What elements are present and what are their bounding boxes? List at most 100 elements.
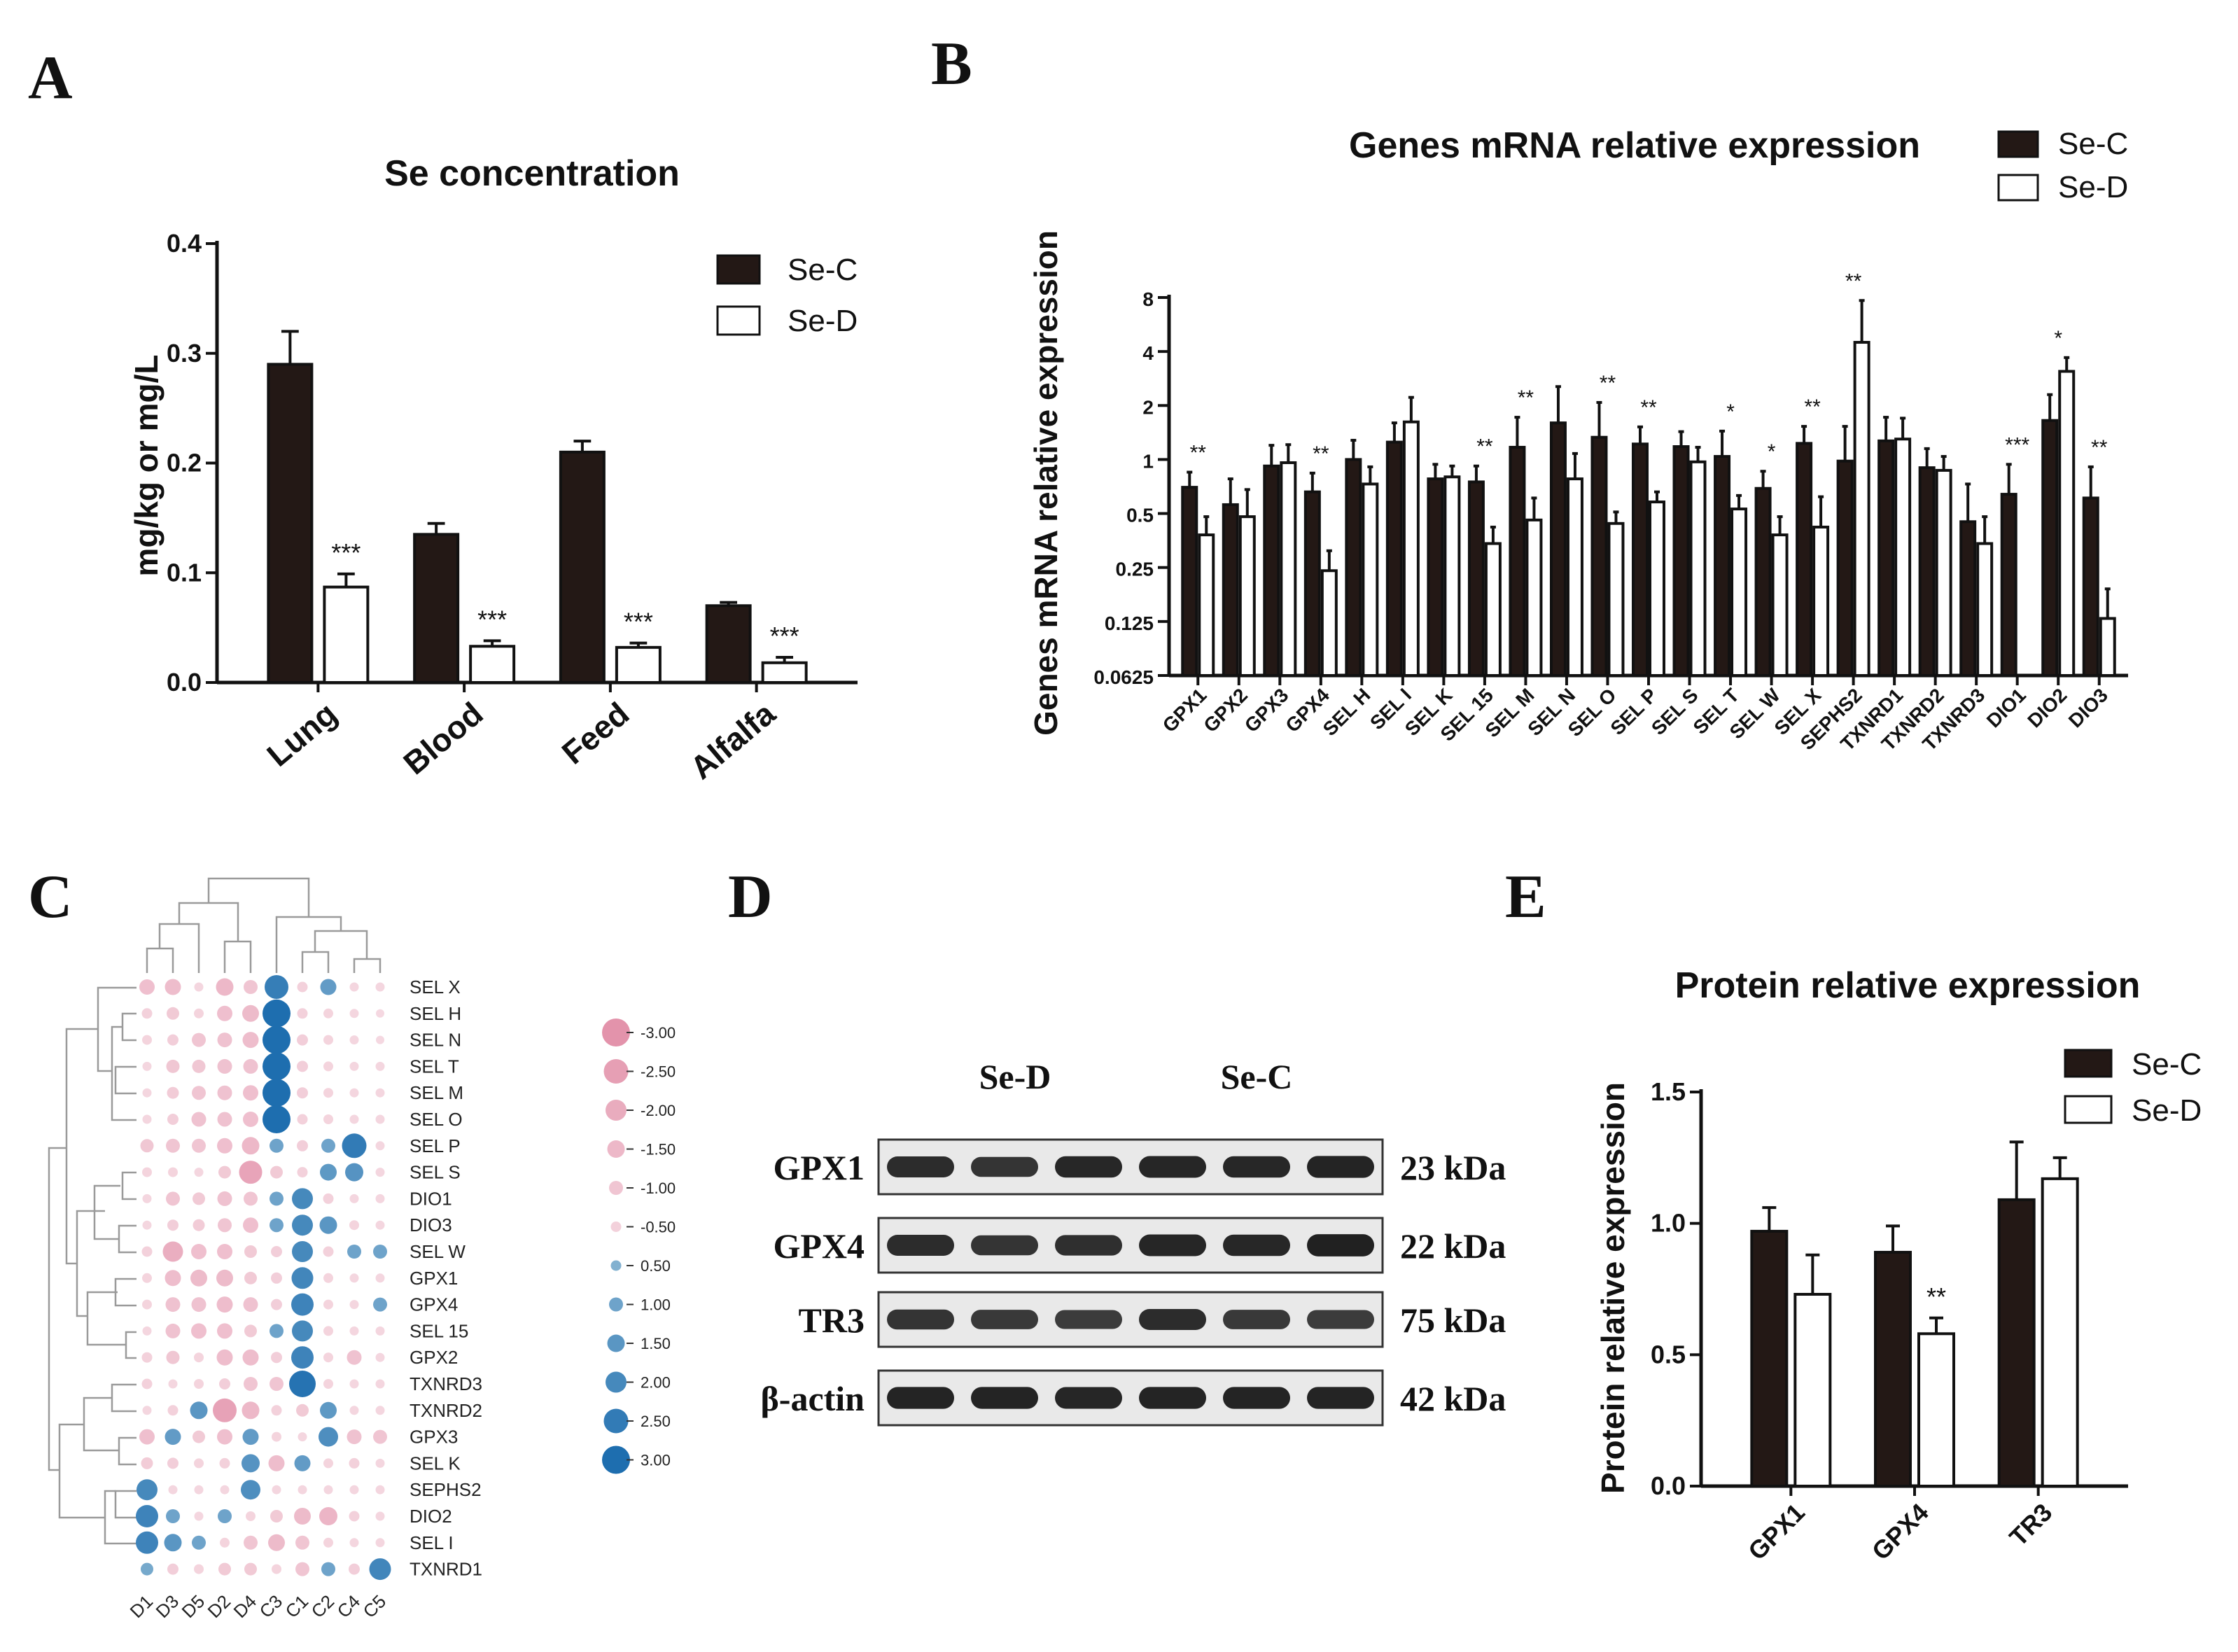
blot-band: [1055, 1387, 1122, 1409]
heatmap-cell: [265, 975, 288, 999]
x-tick-label: DIO2: [2023, 684, 2071, 732]
heatmap-cell: [347, 1429, 362, 1445]
heatmap-cell: [142, 1220, 152, 1230]
bar-se-c: [2041, 419, 2059, 678]
heatmap-cell: [142, 1194, 152, 1203]
chart-e-title: Protein relative expression: [1675, 965, 2141, 1006]
heatmap-cell: [217, 1244, 232, 1259]
heatmap-cell: [349, 1511, 360, 1522]
heatmap-cell: [190, 1269, 207, 1287]
heatmap-legend-dot: [607, 1140, 625, 1158]
row-dendrogram-branch: [114, 1490, 137, 1519]
chart-e: Protein relative expression Protein rela…: [1595, 965, 2202, 1566]
heatmap-cell: [191, 1297, 207, 1312]
heatmap-cell: [167, 1457, 179, 1469]
heatmap-cell: [194, 1168, 204, 1177]
heatmap-cell: [192, 1138, 206, 1153]
heatmap-cell: [272, 1485, 281, 1494]
heatmap-cell: [292, 1188, 313, 1210]
heatmap-cell: [141, 1352, 153, 1363]
blot-band: [1223, 1156, 1290, 1178]
significance-label: **: [1640, 396, 1657, 419]
heatmap-cell: [292, 1241, 313, 1262]
column-dendrogram-branch: [223, 940, 252, 973]
y-tick-label: 1: [1142, 450, 1154, 472]
heatmap-cell: [216, 1349, 233, 1366]
bar-se-d: [1976, 542, 1994, 678]
row-dendrogram-branch: [48, 1147, 67, 1471]
heatmap-cell: [349, 1114, 359, 1124]
heatmap-cell: [243, 1058, 258, 1074]
heatmap-legend-label: 1.00: [641, 1296, 671, 1314]
significance-label: ***: [477, 605, 507, 634]
blot-band: [1055, 1235, 1122, 1256]
heatmap-cell: [192, 1059, 206, 1073]
blot-band: [1139, 1309, 1206, 1330]
heatmap-cell: [191, 1244, 207, 1259]
heatmap-cell: [218, 1509, 232, 1523]
heatmap-cell: [136, 1531, 158, 1554]
heatmap-cell: [292, 1214, 313, 1236]
x-tick-label: GPX2: [1199, 684, 1252, 736]
heatmap-cell: [373, 1245, 387, 1259]
blot-strip: [877, 1291, 1384, 1348]
chart-a-ylabel: mg/kg or mg/L: [128, 355, 165, 577]
heatmap-cell: [218, 1166, 231, 1179]
heatmap-cell: [217, 1085, 232, 1100]
heatmap-cell: [349, 1273, 359, 1283]
heatmap-legend-dot: [603, 1408, 629, 1434]
heatmap-cell: [167, 1086, 179, 1099]
significance-label: **: [1804, 396, 1821, 419]
heatmap-cell: [165, 979, 181, 995]
heatmap-cell: [220, 1485, 230, 1494]
western-blot: Se-D Se-C GPX1 23 kDa GPX4 22 kDa TR3 75 kDa β…: [760, 1057, 1506, 1427]
heatmap-cell: [323, 1326, 333, 1336]
heatmap-row-label: SEL T: [410, 1056, 459, 1077]
bar-se-c: [1754, 486, 1772, 677]
heatmap-cell: [166, 1191, 180, 1206]
heatmap-cell: [375, 1406, 385, 1415]
heatmap-cell: [244, 1562, 257, 1576]
y-tick-label: 0.0625: [1093, 666, 1154, 688]
row-dendrogram-branch: [111, 1383, 137, 1413]
bar-se-c: [2082, 496, 2099, 678]
heatmap-cell: [217, 1005, 232, 1021]
heatmap-cell: [291, 1293, 314, 1316]
heatmap-cell: [294, 1508, 311, 1525]
heatmap-cell: [139, 1429, 155, 1445]
chart-a: Se concentration mg/kg or mg/L Se-C Se-D…: [128, 153, 858, 786]
heatmap-cell: [375, 1088, 385, 1098]
heatmap-cell: [375, 1538, 385, 1548]
heatmap-cell: [296, 1404, 309, 1417]
heatmap-cell: [243, 1085, 258, 1101]
chart-e-legend: Se-C Se-D: [2064, 1047, 2202, 1128]
heatmap-cell: [168, 1379, 178, 1389]
heatmap-cell: [142, 1035, 152, 1045]
heatmap-legend-dot: [610, 1222, 622, 1232]
legend-swatch-se-d: [2064, 1095, 2113, 1124]
heatmap-cell: [323, 1537, 333, 1548]
bar-se-d: [1566, 477, 1583, 677]
heatmap-cell: [295, 1535, 309, 1550]
row-dendrogram-branch: [76, 1210, 105, 1317]
bar-se-d: [761, 661, 808, 684]
heatmap-row-label: TXNRD2: [410, 1400, 482, 1421]
blot-band: [887, 1156, 954, 1177]
legend-label-se-c: Se-C: [2132, 1047, 2202, 1082]
heatmap-cell: [263, 1079, 291, 1107]
bar-se-d: [1362, 482, 1379, 677]
heatmap-row-label: DIO1: [410, 1188, 452, 1209]
bar-se-d: [1525, 518, 1543, 677]
significance-label: **: [1190, 442, 1207, 465]
x-tick-label: SEL H: [1319, 684, 1375, 740]
bar-se-c: [1997, 1198, 2036, 1488]
x-tick-label: SEL P: [1606, 684, 1661, 739]
y-tick-label: 0.25: [1116, 559, 1154, 580]
heatmap-cell: [193, 1430, 205, 1443]
bar-se-c: [1181, 486, 1198, 677]
heatmap-cell: [142, 1061, 152, 1071]
heatmap-cell: [375, 982, 385, 992]
heatmap-cell: [142, 1088, 152, 1098]
heatmap-cell: [319, 1507, 337, 1525]
significance-label: *: [2054, 327, 2062, 350]
